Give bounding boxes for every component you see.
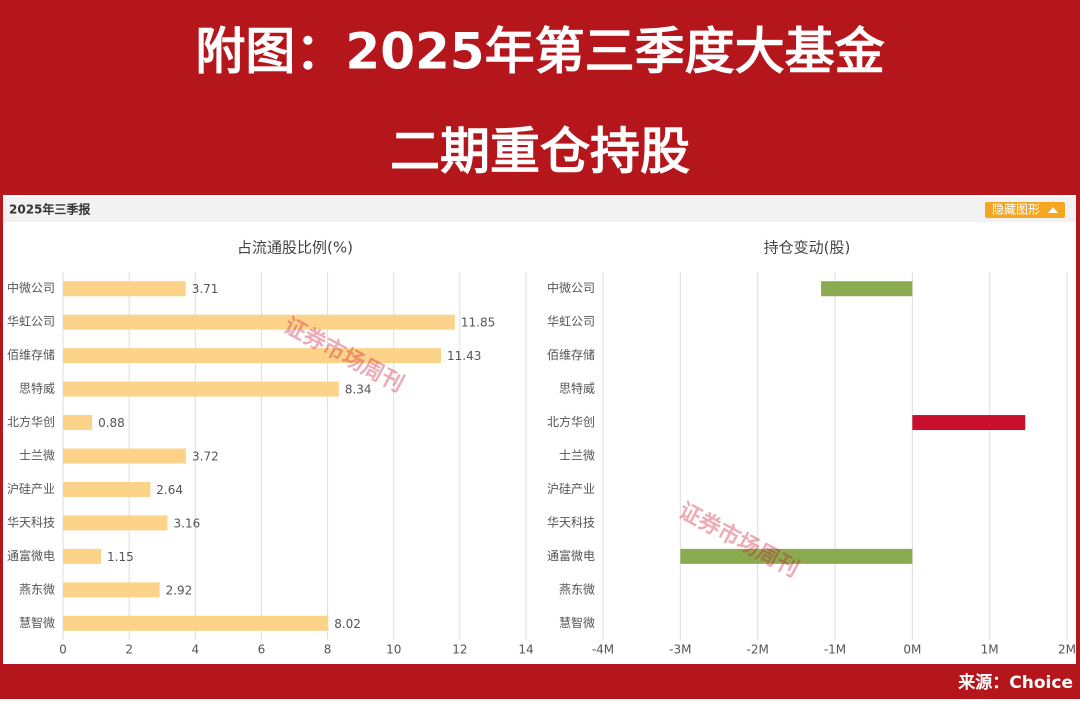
- x-tick-label: 12: [452, 643, 467, 657]
- data-label: 3.71: [192, 282, 219, 296]
- x-tick-label: -2M: [747, 643, 769, 657]
- bar: [63, 381, 339, 397]
- y-tick-label: 思特威: [559, 381, 595, 396]
- x-tick-label: 2M: [1058, 643, 1076, 657]
- y-tick-label: 通富微电: [7, 548, 55, 563]
- page-title: 二期重仓持股: [390, 123, 690, 181]
- x-tick-label: -3M: [669, 643, 691, 657]
- bar: [63, 415, 93, 431]
- data-label: 2.64: [156, 483, 183, 497]
- bar: [63, 348, 442, 364]
- chart-title: 持仓变动(股): [764, 239, 851, 257]
- y-tick-label: 华虹公司: [7, 315, 55, 329]
- y-tick-label: 华天科技: [7, 515, 55, 529]
- toggle-button[interactable]: [985, 202, 1065, 218]
- bar: [912, 415, 1026, 431]
- y-tick-label: 士兰微: [559, 449, 595, 463]
- bar: [63, 481, 151, 497]
- data-label: 3.16: [174, 516, 201, 530]
- bar: [63, 281, 186, 297]
- x-tick-label: 2: [125, 643, 133, 657]
- y-tick-label: 北方华创: [547, 414, 595, 429]
- bar: [63, 448, 187, 464]
- y-tick-label: 思特威: [19, 381, 55, 396]
- x-tick-label: -1M: [824, 643, 846, 657]
- bar: [63, 515, 168, 531]
- bar: [680, 548, 913, 564]
- panel: [3, 195, 1076, 664]
- bar: [821, 281, 913, 297]
- y-tick-label: 通富微电: [547, 548, 595, 563]
- data-label: 0.88: [98, 416, 125, 430]
- chart-title: 占流通股比例(%): [237, 239, 353, 257]
- y-tick-label: 士兰微: [19, 449, 55, 463]
- x-tick-label: 6: [258, 643, 266, 657]
- x-tick-label: 10: [386, 643, 401, 657]
- source: 来源：Choice: [957, 672, 1073, 693]
- y-tick-label: 燕东微: [559, 582, 595, 596]
- y-tick-label: 中微公司: [7, 280, 55, 295]
- toggle-icon: [1048, 207, 1058, 213]
- report-label: 2025年三季报: [9, 202, 90, 217]
- bar: [63, 582, 160, 598]
- x-tick-label: 8: [324, 643, 332, 657]
- y-tick-label: 佰维存储: [547, 347, 595, 362]
- y-tick-label: 沪硅产业: [7, 482, 55, 496]
- x-tick-label: 1M: [981, 643, 999, 657]
- panel-header: [3, 197, 1076, 222]
- page-title: 附图：2025年第三季度大基金: [195, 23, 885, 81]
- data-label: 8.34: [345, 383, 372, 397]
- data-label: 1.15: [107, 550, 134, 564]
- y-tick-label: 北方华创: [7, 414, 55, 429]
- x-tick-label: 14: [518, 643, 533, 657]
- x-tick-label: 4: [191, 643, 199, 657]
- bar: [63, 314, 455, 330]
- y-tick-label: 华天科技: [547, 515, 595, 529]
- y-tick-label: 佰维存储: [7, 347, 55, 362]
- x-tick-label: 0M: [903, 643, 921, 657]
- y-tick-label: 中微公司: [547, 280, 595, 295]
- data-label: 3.72: [192, 450, 219, 464]
- bar: [63, 548, 102, 564]
- data-label: 11.43: [447, 349, 481, 363]
- y-tick-label: 华虹公司: [547, 315, 595, 329]
- bar: [63, 615, 329, 631]
- x-tick-label: -4M: [592, 643, 614, 657]
- y-tick-label: 燕东微: [19, 582, 55, 596]
- x-tick-label: 0: [59, 643, 67, 657]
- data-label: 8.02: [334, 617, 361, 631]
- y-tick-label: 慧智微: [19, 615, 55, 630]
- y-tick-label: 慧智微: [559, 615, 595, 630]
- data-label: 2.92: [166, 583, 193, 597]
- data-label: 11.85: [461, 316, 495, 330]
- toggle-button-label[interactable]: 隐藏图形: [992, 203, 1040, 217]
- y-tick-label: 沪硅产业: [547, 482, 595, 496]
